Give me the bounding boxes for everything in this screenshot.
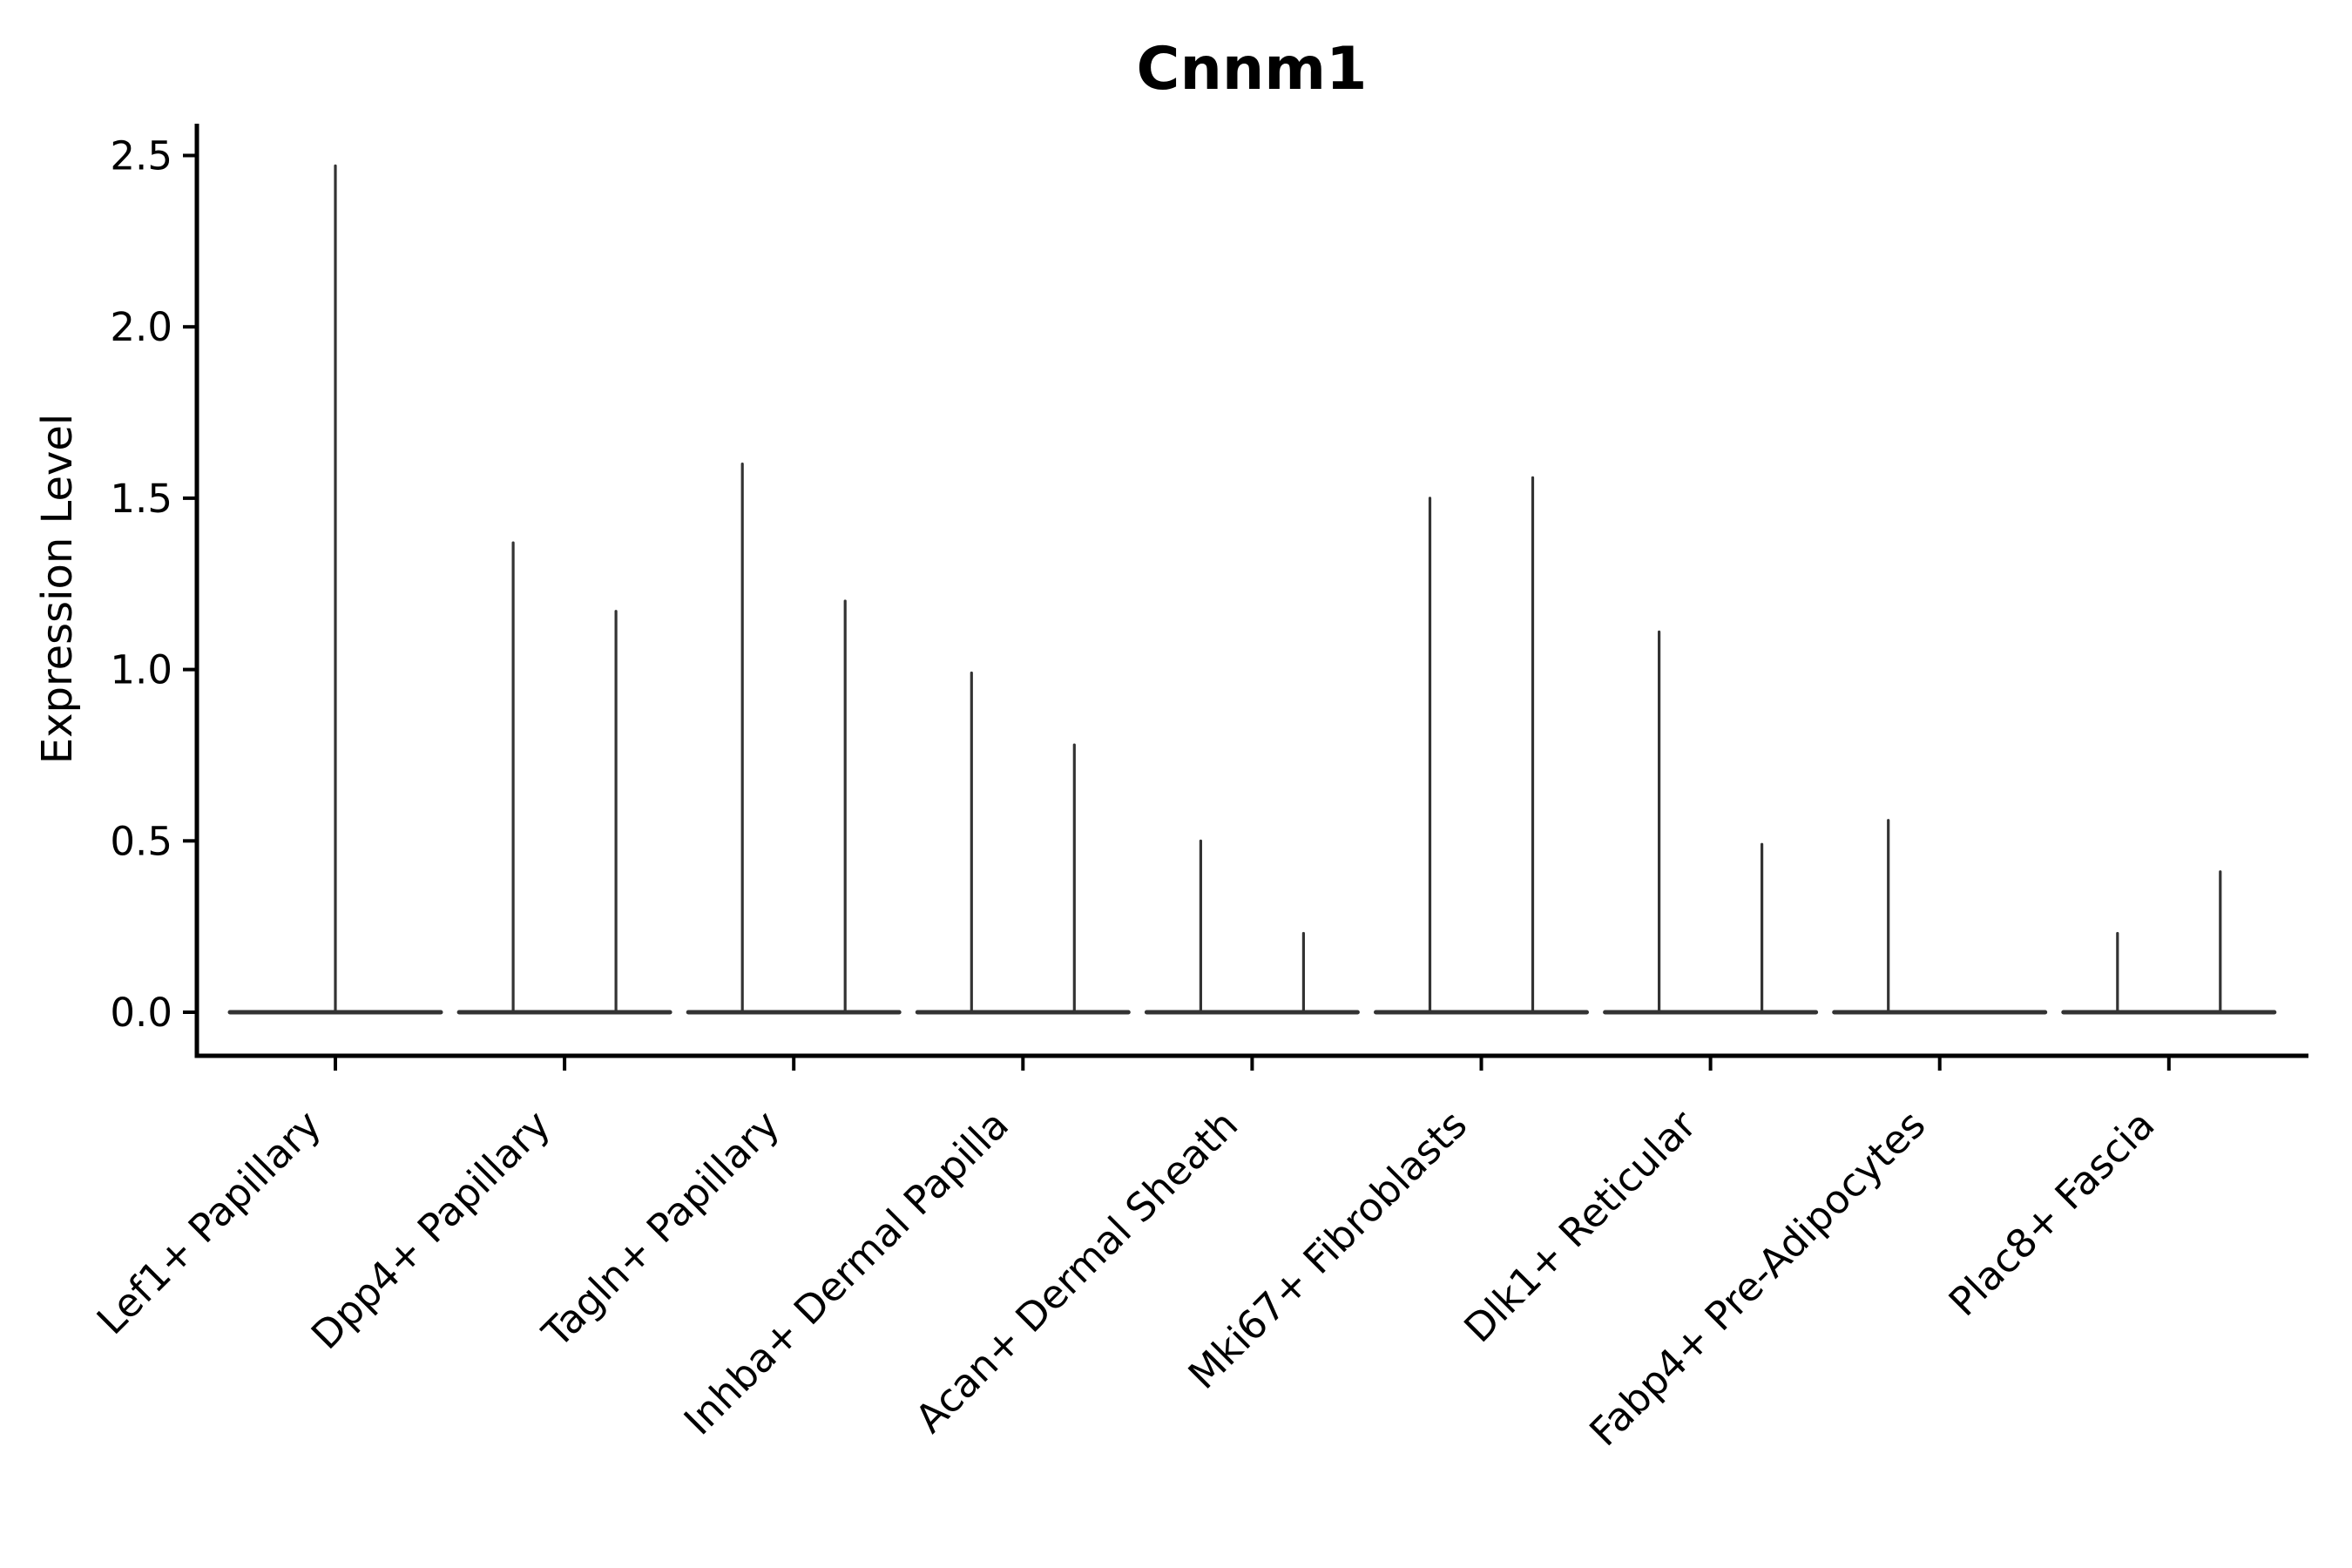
y-tick-label: 2.5 (110, 133, 172, 179)
chart-title: Cnnm1 (1137, 35, 1368, 104)
violins-group (227, 164, 2277, 1015)
y-tick-label: 2.0 (110, 304, 172, 350)
y-tick-label: 1.5 (110, 476, 172, 522)
y-tick-label: 0.0 (110, 990, 172, 1036)
y-axis-label: Expression Level (33, 414, 82, 765)
y-tick-label: 1.0 (110, 647, 172, 693)
y-tick-label: 0.5 (110, 818, 172, 864)
y-ticks-group: 0.0 0.5 1.0 1.5 2.0 2.5 (110, 133, 197, 1036)
